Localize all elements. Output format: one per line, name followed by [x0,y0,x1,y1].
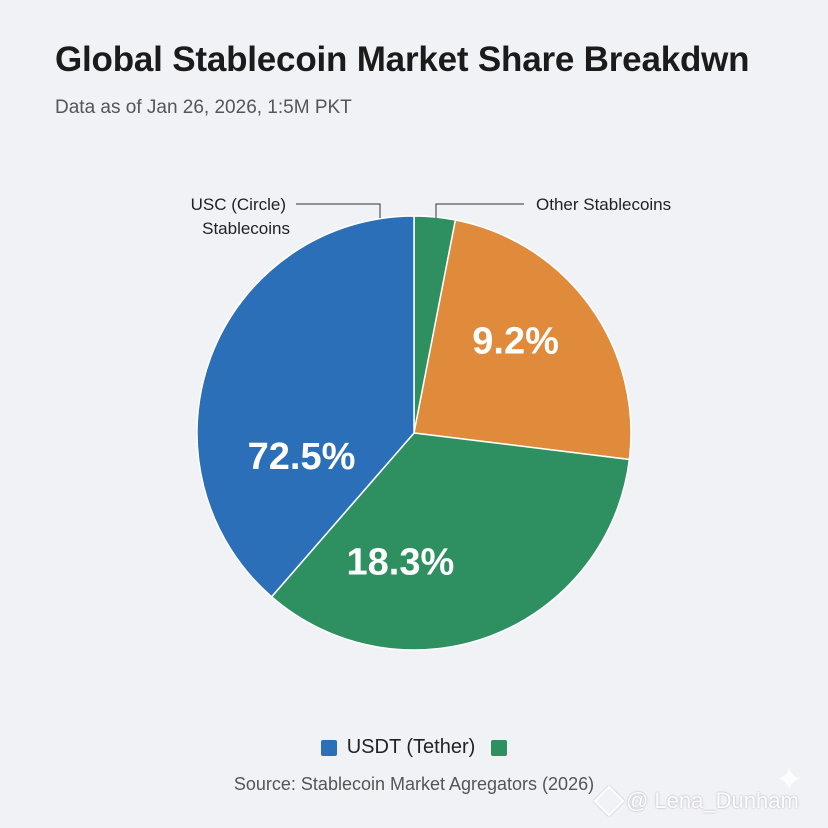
pie-slice [196,215,415,598]
chart-subtitle: Data as of Jan 26, 2026, 1:5M PKT [55,97,352,118]
slice-value-label: 72.5% [248,436,356,478]
legend-swatch-second [491,739,508,756]
chart-title: Global Stablecoin Market Share Breakdwn [55,40,750,79]
callout-label-left-line1: USC (Circle) [191,195,286,214]
legend-label-usdt: USDT (Tether) [346,736,476,758]
callout-label-left-line2: Stablecoins [202,219,290,238]
slice-value-label: 18.3% [347,541,455,583]
pie-slice [270,432,631,651]
slice-value-label: 9.2% [472,321,559,363]
watermark: @ Lena_Dunham [593,785,799,817]
watermark-text: @ Lena_Dunham [626,788,799,813]
callout-label-right: Other Stablecoins [536,195,671,214]
chart-legend: USDT (Tether) [0,736,828,759]
chart-source: Source: Stablecoin Market Agregators (20… [233,774,595,794]
binance-logo-icon [593,785,625,817]
sparkle-icon: ✦ [775,761,804,799]
legend-swatch-usdt [320,739,337,756]
callout-leader-right [435,203,524,218]
pie-slice [413,219,632,461]
callout-leader-left [296,203,381,218]
